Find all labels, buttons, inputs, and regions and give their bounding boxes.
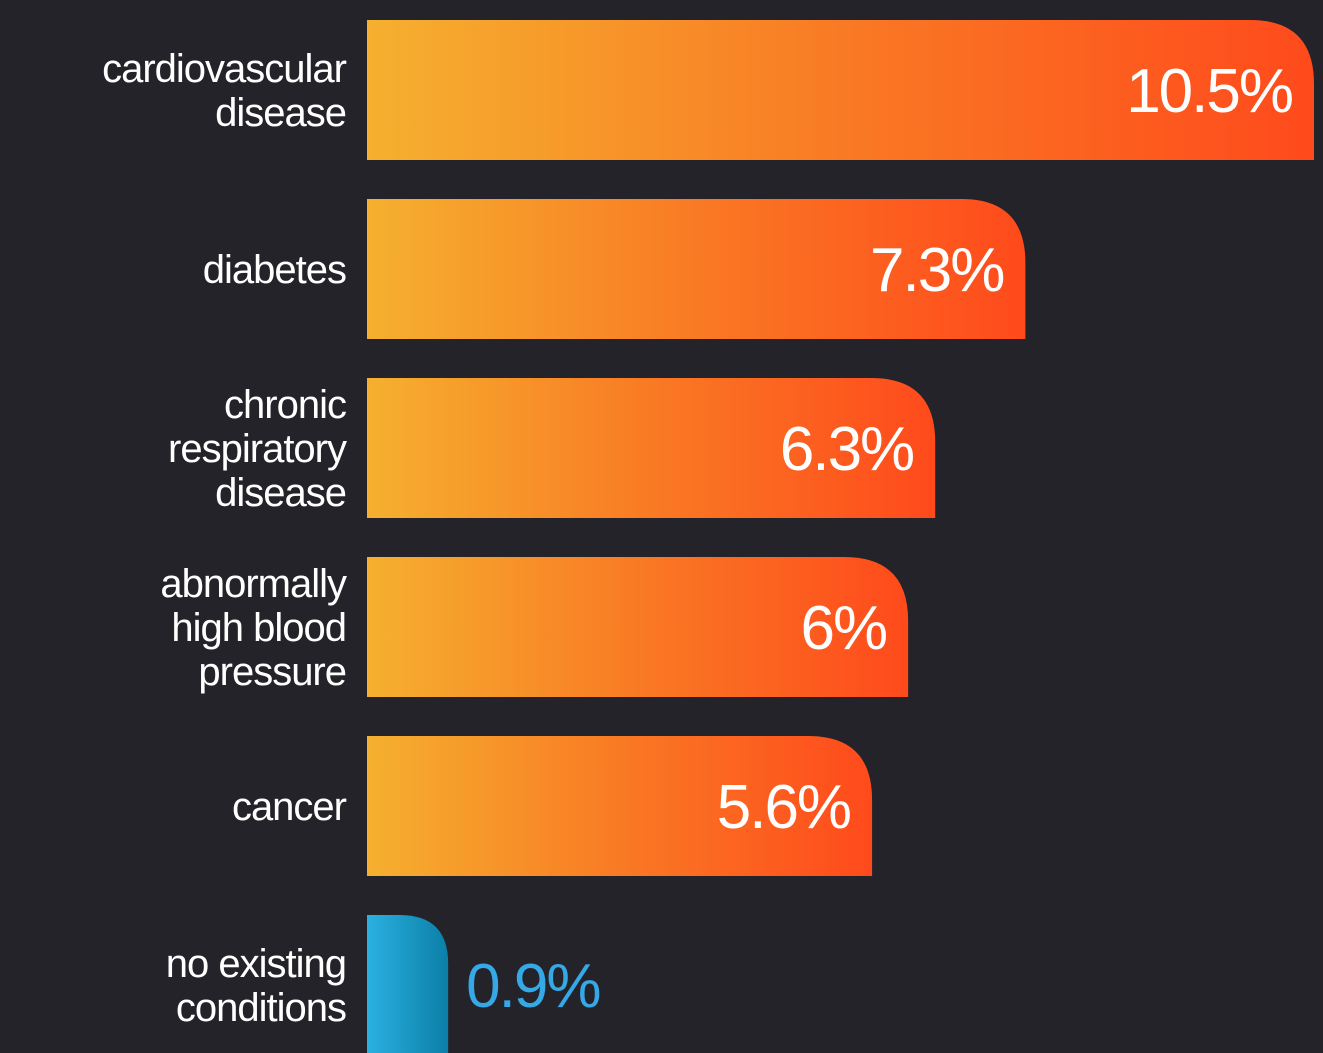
category-label: chronic respiratory disease: [168, 383, 347, 515]
bar: [367, 20, 1314, 160]
bar-row: chronic respiratory disease 6.3%: [168, 378, 936, 518]
category-label: abnormally high blood pressure: [160, 562, 347, 694]
value-label: 0.9%: [466, 952, 599, 1021]
bar-row: diabetes 7.3%: [203, 199, 1026, 339]
value-label: 5.6%: [717, 773, 850, 842]
bar-row: cardiovascular disease 10.5%: [102, 20, 1314, 160]
category-label: cardiovascular disease: [102, 47, 347, 135]
bar-row: cancer 5.6%: [232, 736, 873, 876]
category-label: no existing conditions: [166, 942, 346, 1030]
bars-layer: cardiovascular disease 10.5% diabetes 7.3% ch…: [102, 20, 1314, 1053]
bar: [367, 736, 873, 876]
category-label: cancer: [232, 785, 347, 829]
bar-row: no existing conditions 0.9%: [166, 915, 601, 1053]
category-label: diabetes: [203, 248, 346, 292]
value-label: 7.3%: [870, 236, 1003, 305]
value-label: 10.5%: [1126, 57, 1292, 126]
bar: [367, 199, 1026, 339]
bar-row: abnormally high blood pressure 6%: [160, 557, 909, 697]
value-label: 6%: [801, 594, 887, 663]
bar: [367, 557, 909, 697]
value-label: 6.3%: [780, 415, 913, 484]
bar: [367, 378, 936, 518]
bar: [367, 915, 449, 1053]
